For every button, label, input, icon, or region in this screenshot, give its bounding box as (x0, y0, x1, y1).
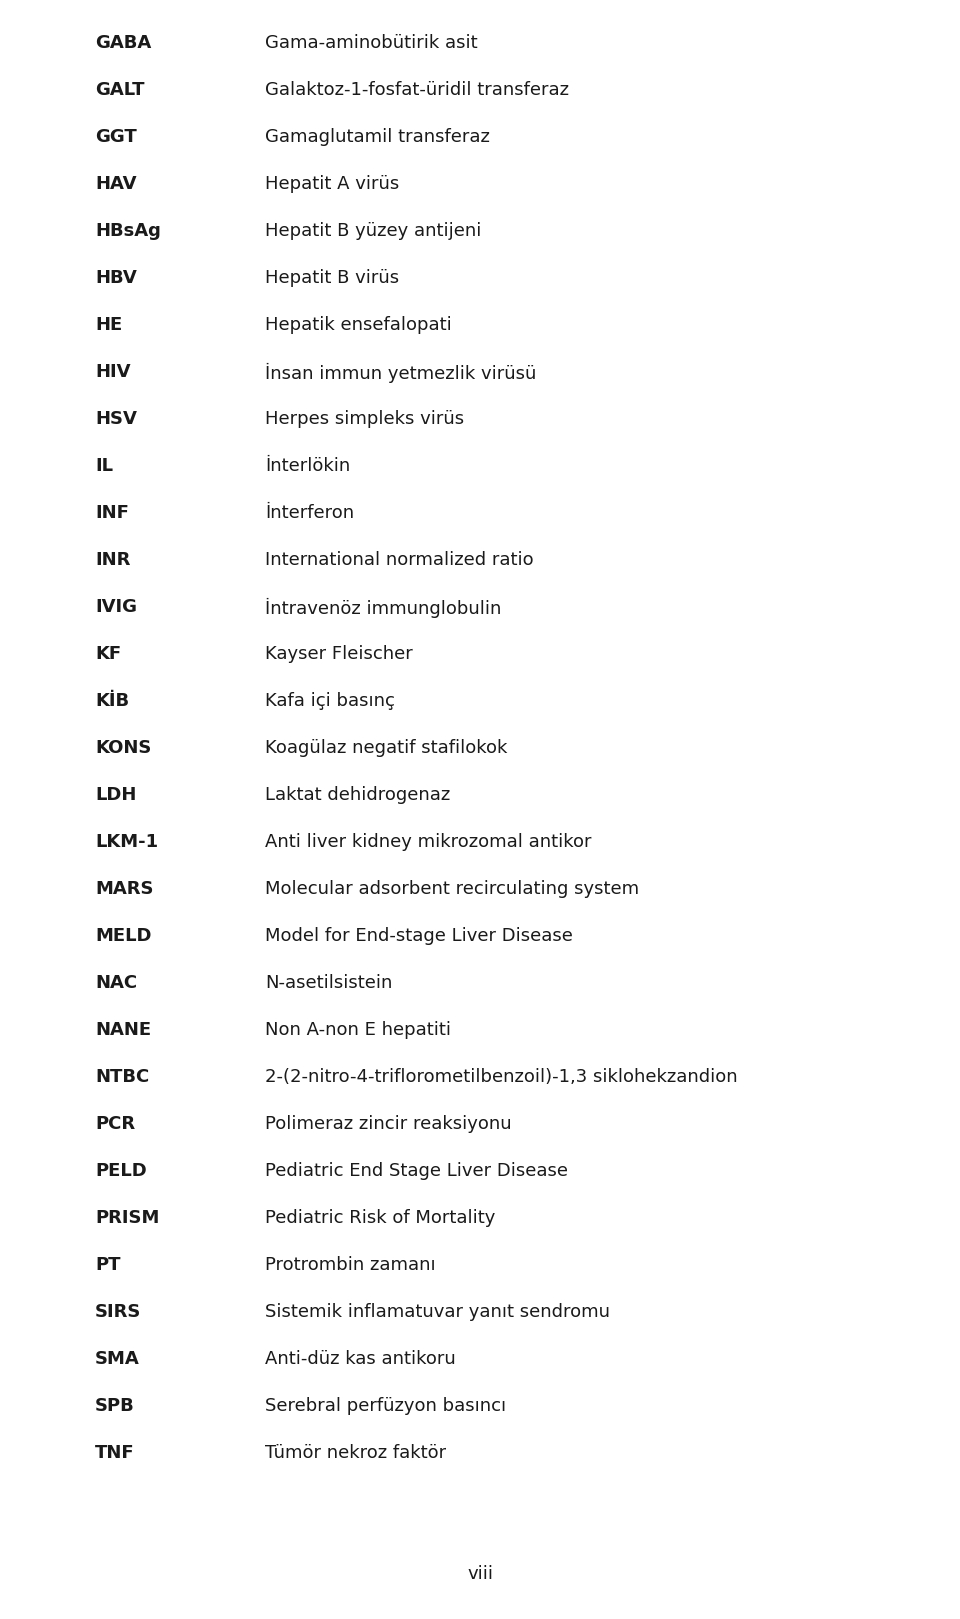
Text: SMA: SMA (95, 1350, 140, 1368)
Text: İnsan immun yetmezlik virüsü: İnsan immun yetmezlik virüsü (265, 363, 537, 384)
Text: PT: PT (95, 1256, 121, 1274)
Text: Sistemik inflamatuvar yanıt sendromu: Sistemik inflamatuvar yanıt sendromu (265, 1303, 610, 1321)
Text: Laktat dehidrogenaz: Laktat dehidrogenaz (265, 785, 450, 805)
Text: Hepatit B virüs: Hepatit B virüs (265, 269, 399, 287)
Text: IL: IL (95, 457, 113, 474)
Text: International normalized ratio: International normalized ratio (265, 550, 534, 568)
Text: N-asetilsistein: N-asetilsistein (265, 975, 393, 992)
Text: PRISM: PRISM (95, 1209, 159, 1227)
Text: NAC: NAC (95, 975, 137, 992)
Text: HBsAg: HBsAg (95, 222, 161, 240)
Text: TNF: TNF (95, 1444, 134, 1462)
Text: viii: viii (467, 1566, 493, 1583)
Text: Kayser Fleischer: Kayser Fleischer (265, 644, 413, 664)
Text: Model for End-stage Liver Disease: Model for End-stage Liver Disease (265, 928, 573, 945)
Text: MELD: MELD (95, 928, 152, 945)
Text: Tümör nekroz faktör: Tümör nekroz faktör (265, 1444, 446, 1462)
Text: Gama-aminobütirik asit: Gama-aminobütirik asit (265, 34, 478, 52)
Text: İnterferon: İnterferon (265, 504, 354, 521)
Text: Polimeraz zincir reaksiyonu: Polimeraz zincir reaksiyonu (265, 1115, 512, 1133)
Text: LDH: LDH (95, 785, 136, 805)
Text: Anti-düz kas antikoru: Anti-düz kas antikoru (265, 1350, 456, 1368)
Text: Serebral perfüzyon basıncı: Serebral perfüzyon basıncı (265, 1397, 506, 1415)
Text: Anti liver kidney mikrozomal antikor: Anti liver kidney mikrozomal antikor (265, 834, 591, 852)
Text: Protrombin zamanı: Protrombin zamanı (265, 1256, 436, 1274)
Text: GABA: GABA (95, 34, 152, 52)
Text: Hepatit A virüs: Hepatit A virüs (265, 175, 399, 193)
Text: İnterlökin: İnterlökin (265, 457, 350, 474)
Text: HBV: HBV (95, 269, 136, 287)
Text: GGT: GGT (95, 128, 136, 146)
Text: PCR: PCR (95, 1115, 135, 1133)
Text: NTBC: NTBC (95, 1069, 149, 1086)
Text: Galaktoz-1-fosfat-üridil transferaz: Galaktoz-1-fosfat-üridil transferaz (265, 81, 569, 99)
Text: HSV: HSV (95, 410, 137, 427)
Text: HAV: HAV (95, 175, 136, 193)
Text: KİB: KİB (95, 691, 130, 711)
Text: NANE: NANE (95, 1022, 151, 1039)
Text: Pediatric Risk of Mortality: Pediatric Risk of Mortality (265, 1209, 495, 1227)
Text: İntravenöz immunglobulin: İntravenöz immunglobulin (265, 597, 501, 618)
Text: Herpes simpleks virüs: Herpes simpleks virüs (265, 410, 464, 427)
Text: Kafa içi basınç: Kafa içi basınç (265, 691, 395, 711)
Text: Koagülaz negatif stafilokok: Koagülaz negatif stafilokok (265, 738, 508, 758)
Text: IVIG: IVIG (95, 597, 137, 615)
Text: MARS: MARS (95, 881, 154, 899)
Text: PELD: PELD (95, 1162, 147, 1180)
Text: Pediatric End Stage Liver Disease: Pediatric End Stage Liver Disease (265, 1162, 568, 1180)
Text: HIV: HIV (95, 363, 131, 380)
Text: 2-(2-nitro-4-triflorometilbenzoil)-1,3 siklohekzandion: 2-(2-nitro-4-triflorometilbenzoil)-1,3 s… (265, 1069, 737, 1086)
Text: INF: INF (95, 504, 129, 521)
Text: LKM-1: LKM-1 (95, 834, 158, 852)
Text: KF: KF (95, 644, 121, 664)
Text: INR: INR (95, 550, 131, 568)
Text: SIRS: SIRS (95, 1303, 141, 1321)
Text: Hepatit B yüzey antijeni: Hepatit B yüzey antijeni (265, 222, 481, 240)
Text: SPB: SPB (95, 1397, 134, 1415)
Text: HE: HE (95, 316, 122, 334)
Text: Hepatik ensefalopati: Hepatik ensefalopati (265, 316, 452, 334)
Text: Non A-non E hepatiti: Non A-non E hepatiti (265, 1022, 451, 1039)
Text: Molecular adsorbent recirculating system: Molecular adsorbent recirculating system (265, 881, 639, 899)
Text: Gamaglutamil transferaz: Gamaglutamil transferaz (265, 128, 490, 146)
Text: GALT: GALT (95, 81, 145, 99)
Text: KONS: KONS (95, 738, 152, 758)
